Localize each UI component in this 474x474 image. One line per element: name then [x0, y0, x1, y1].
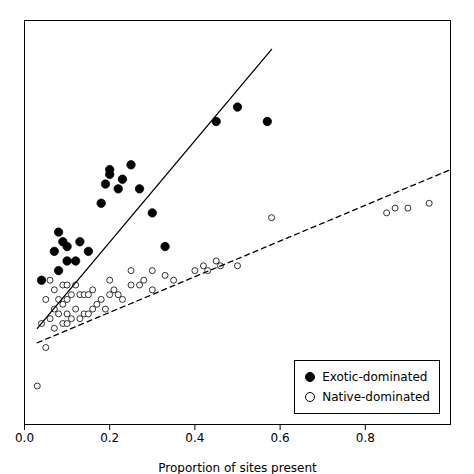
svg-text:0.8: 0.8: [356, 431, 375, 445]
svg-text:0.0: 0.0: [15, 431, 34, 445]
html-text:Native-dominated: Native-dominated: [322, 390, 430, 404]
svg-text:Proportion of sites present: Proportion of sites present: [158, 461, 317, 474]
svg-text:0.2: 0.2: [100, 431, 119, 445]
svg-text:0.4: 0.4: [185, 431, 204, 445]
html-text:Exotic-dominated: Exotic-dominated: [322, 370, 428, 384]
svg-text:0.6: 0.6: [271, 431, 290, 445]
